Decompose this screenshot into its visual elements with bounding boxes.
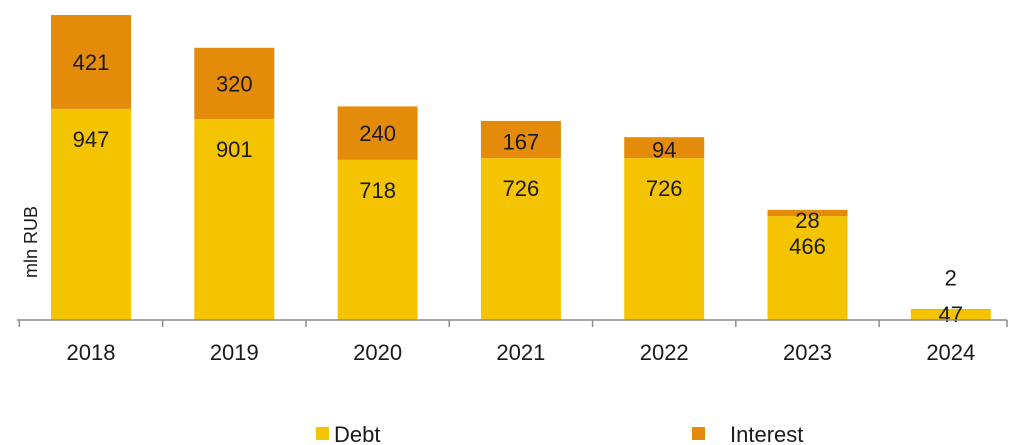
x-tick-label-2020: 2020 xyxy=(353,340,402,365)
x-tick-label-2018: 2018 xyxy=(67,340,116,365)
x-tick-label-2024: 2024 xyxy=(926,340,975,365)
data-label-interest-2020: 240 xyxy=(359,121,396,146)
data-label-interest-2019: 320 xyxy=(216,71,253,96)
data-label-debt-2021: 726 xyxy=(503,176,540,201)
bar-debt-2024 xyxy=(910,309,991,320)
data-label-interest-2023: 28 xyxy=(795,208,819,233)
bar-interest-2023 xyxy=(767,209,848,217)
bar-interest-2020 xyxy=(337,106,418,160)
x-tick-label-2019: 2019 xyxy=(210,340,259,365)
bar-debt-2018 xyxy=(51,108,131,320)
data-label-debt-2018: 947 xyxy=(73,127,110,152)
bar-debt-2022 xyxy=(624,158,705,320)
bar-debt-2021 xyxy=(480,158,561,320)
bar-interest-2019 xyxy=(194,47,275,120)
bar-debt-2020 xyxy=(337,159,418,320)
data-label-interest-2018: 421 xyxy=(73,50,110,75)
x-tick-label-2022: 2022 xyxy=(640,340,689,365)
legend-label-debt: Debt xyxy=(334,422,380,445)
data-label-interest-2024: 2 xyxy=(945,266,957,291)
bar-interest-2022 xyxy=(624,137,705,159)
data-label-debt-2023: 466 xyxy=(789,234,826,259)
legend-swatch-interest xyxy=(692,427,705,440)
data-label-debt-2019: 901 xyxy=(216,137,253,162)
bar-debt-2023 xyxy=(767,216,848,320)
data-label-debt-2022: 726 xyxy=(646,176,683,201)
data-label-interest-2021: 167 xyxy=(503,130,540,155)
bar-debt-2019 xyxy=(194,119,275,321)
y-axis-label: mln RUB xyxy=(21,206,41,278)
bar-interest-2018 xyxy=(51,15,131,109)
legend-label-interest: Interest xyxy=(730,422,803,445)
legend-swatch-debt xyxy=(316,427,329,440)
x-tick-label-2023: 2023 xyxy=(783,340,832,365)
data-label-interest-2022: 94 xyxy=(652,138,676,163)
x-tick-label-2021: 2021 xyxy=(496,340,545,365)
data-label-debt-2024: 47 xyxy=(939,302,963,327)
bar-interest-2021 xyxy=(480,120,561,159)
data-label-debt-2020: 718 xyxy=(359,178,396,203)
